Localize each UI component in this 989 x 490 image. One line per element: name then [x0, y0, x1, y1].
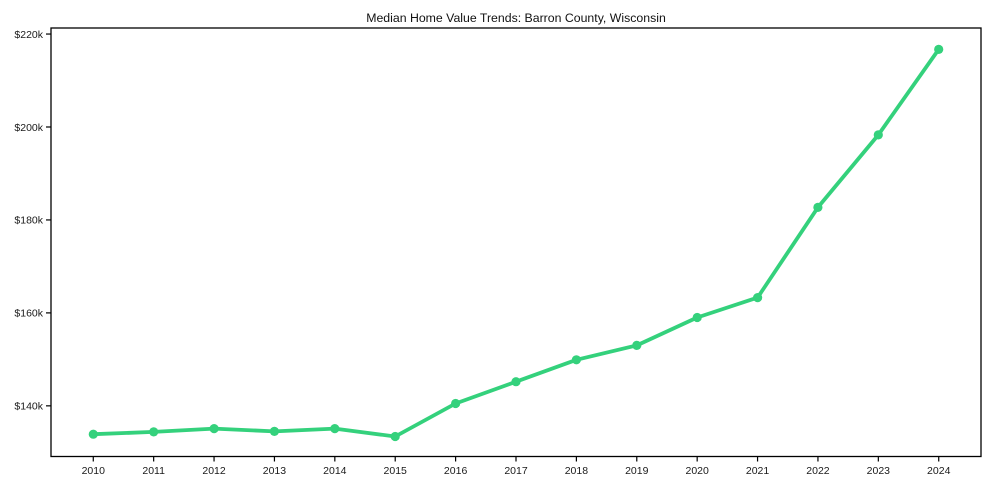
x-tick-label: 2015	[384, 465, 408, 477]
x-tick-label: 2021	[746, 465, 770, 477]
x-tick-label: 2022	[806, 465, 830, 477]
data-point	[390, 431, 400, 442]
data-point	[269, 426, 279, 436]
y-tick-label: $180k	[14, 215, 43, 227]
data-point	[88, 429, 98, 439]
x-tick-label: 2019	[625, 465, 649, 477]
x-tick-label: 2018	[565, 465, 589, 477]
x-tick-label: 2013	[263, 465, 287, 477]
data-point	[330, 424, 340, 434]
y-tick-label: $140k	[14, 401, 43, 413]
x-tick-label: 2010	[82, 465, 106, 477]
plot-border	[50, 27, 982, 458]
x-tick-label: 2012	[202, 465, 226, 477]
data-point	[511, 377, 521, 387]
x-tick-label: 2014	[323, 465, 347, 477]
y-tick-label: $200k	[14, 122, 43, 134]
chart-title: Median Home Value Trends: Barron County,…	[366, 11, 666, 25]
data-point	[873, 130, 883, 140]
data-point	[451, 398, 461, 409]
data-point	[813, 202, 823, 212]
x-tick-label: 2024	[927, 465, 951, 477]
x-tick-label: 2020	[685, 465, 709, 477]
data-point	[209, 424, 219, 434]
data-point	[934, 44, 944, 55]
y-tick-label: $220k	[14, 29, 43, 41]
data-point	[632, 340, 642, 350]
x-tick-label: 2023	[867, 465, 891, 477]
x-tick-label: 2011	[142, 465, 165, 477]
y-tick-label: $160k	[14, 308, 43, 320]
data-point	[149, 427, 159, 437]
data-point	[692, 312, 702, 323]
data-point	[753, 293, 763, 303]
x-tick-label: 2017	[504, 465, 528, 477]
data-point	[571, 355, 582, 365]
x-tick-label: 2016	[444, 465, 468, 477]
